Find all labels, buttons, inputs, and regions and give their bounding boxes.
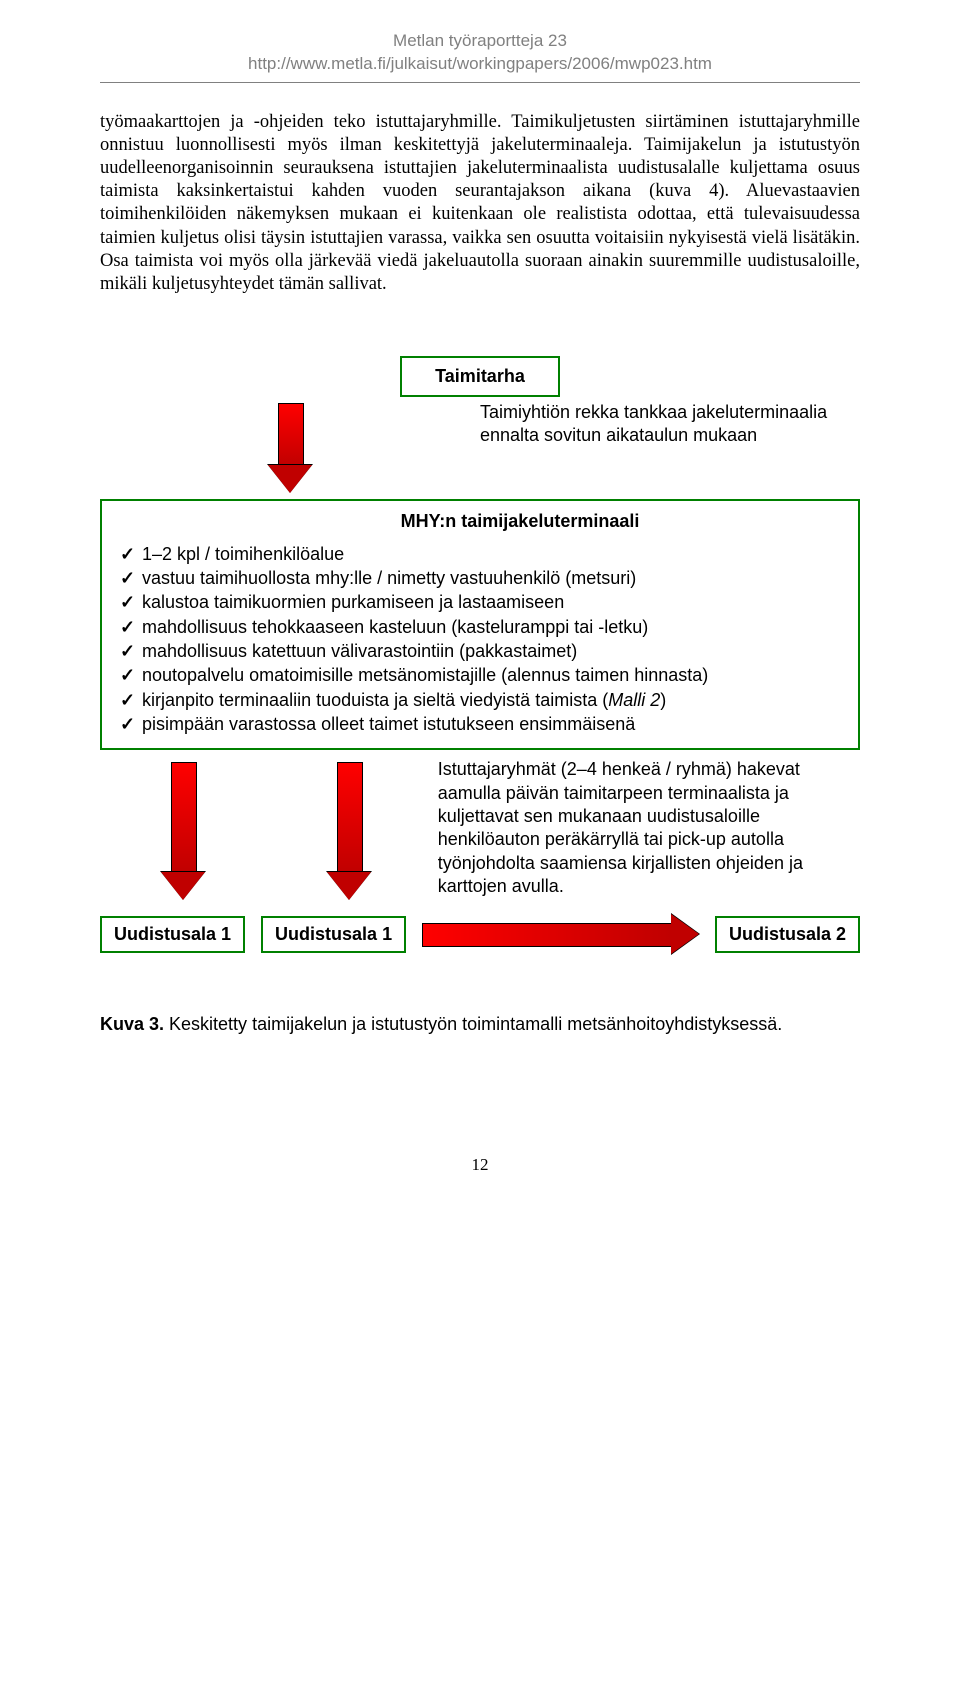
caption-label: Kuva 3. <box>100 1014 164 1034</box>
header-url: http://www.metla.fi/julkaisut/workingpap… <box>100 53 860 76</box>
checklist-item: mahdollisuus katettuun välivarastointiin… <box>116 639 844 663</box>
mhy-checklist: 1–2 kpl / toimihenkilöalue vastuu taimih… <box>116 542 844 736</box>
arrow2-row: Istuttajaryhmät (2–4 henkeä / ryhmä) hak… <box>100 756 860 908</box>
arrow1-row: Taimiyhtiön rekka tankkaa jakeluterminaa… <box>100 397 860 499</box>
header-divider <box>100 82 860 83</box>
checklist-item: kalustoa taimikuormien purkamiseen ja la… <box>116 590 844 614</box>
header-title: Metlan työraportteja 23 <box>100 30 860 53</box>
checklist-item: 1–2 kpl / toimihenkilöalue <box>116 542 844 566</box>
arrow-down-2 <box>163 762 203 902</box>
caption-text: Keskitetty taimijakelun ja istutustyön t… <box>164 1014 782 1034</box>
arrow-right <box>422 914 699 954</box>
mhy-title: MHY:n taimijakeluterminaali <box>196 511 844 532</box>
mhy-terminal-box: MHY:n taimijakeluterminaali 1–2 kpl / to… <box>100 499 860 750</box>
figure-caption: Kuva 3. Keskitetty taimijakelun ja istut… <box>100 1014 860 1035</box>
page-number: 12 <box>100 1155 860 1175</box>
arrow-down-1 <box>270 403 310 493</box>
uudistusala-1-box: Uudistusala 1 <box>100 916 245 953</box>
arrow-down-3 <box>329 762 369 902</box>
area-boxes-row: Uudistusala 1 Uudistusala 1 Uudistusala … <box>100 914 860 954</box>
arrow2-text: Istuttajaryhmät (2–4 henkeä / ryhmä) hak… <box>432 756 860 898</box>
checklist-item: vastuu taimihuollosta mhy:lle / nimetty … <box>116 566 844 590</box>
uudistusala-1b-box: Uudistusala 1 <box>261 916 406 953</box>
uudistusala-2-box: Uudistusala 2 <box>715 916 860 953</box>
checklist-item: mahdollisuus tehokkaaseen kasteluun (kas… <box>116 615 844 639</box>
arrow1-text: Taimiyhtiön rekka tankkaa jakeluterminaa… <box>480 397 860 448</box>
checklist-item: pisimpään varastossa olleet taimet istut… <box>116 712 844 736</box>
flow-diagram: Taimitarha Taimiyhtiön rekka tankkaa jak… <box>100 356 860 954</box>
page-header: Metlan työraportteja 23 http://www.metla… <box>100 30 860 76</box>
taimitarha-label: Taimitarha <box>435 366 525 386</box>
taimitarha-box: Taimitarha <box>400 356 560 397</box>
body-paragraph: työmaakarttojen ja -ohjeiden teko istutt… <box>100 111 860 296</box>
checklist-item: kirjanpito terminaaliin tuoduista ja sie… <box>116 688 844 712</box>
checklist-item: noutopalvelu omatoimisille metsänomistaj… <box>116 663 844 687</box>
